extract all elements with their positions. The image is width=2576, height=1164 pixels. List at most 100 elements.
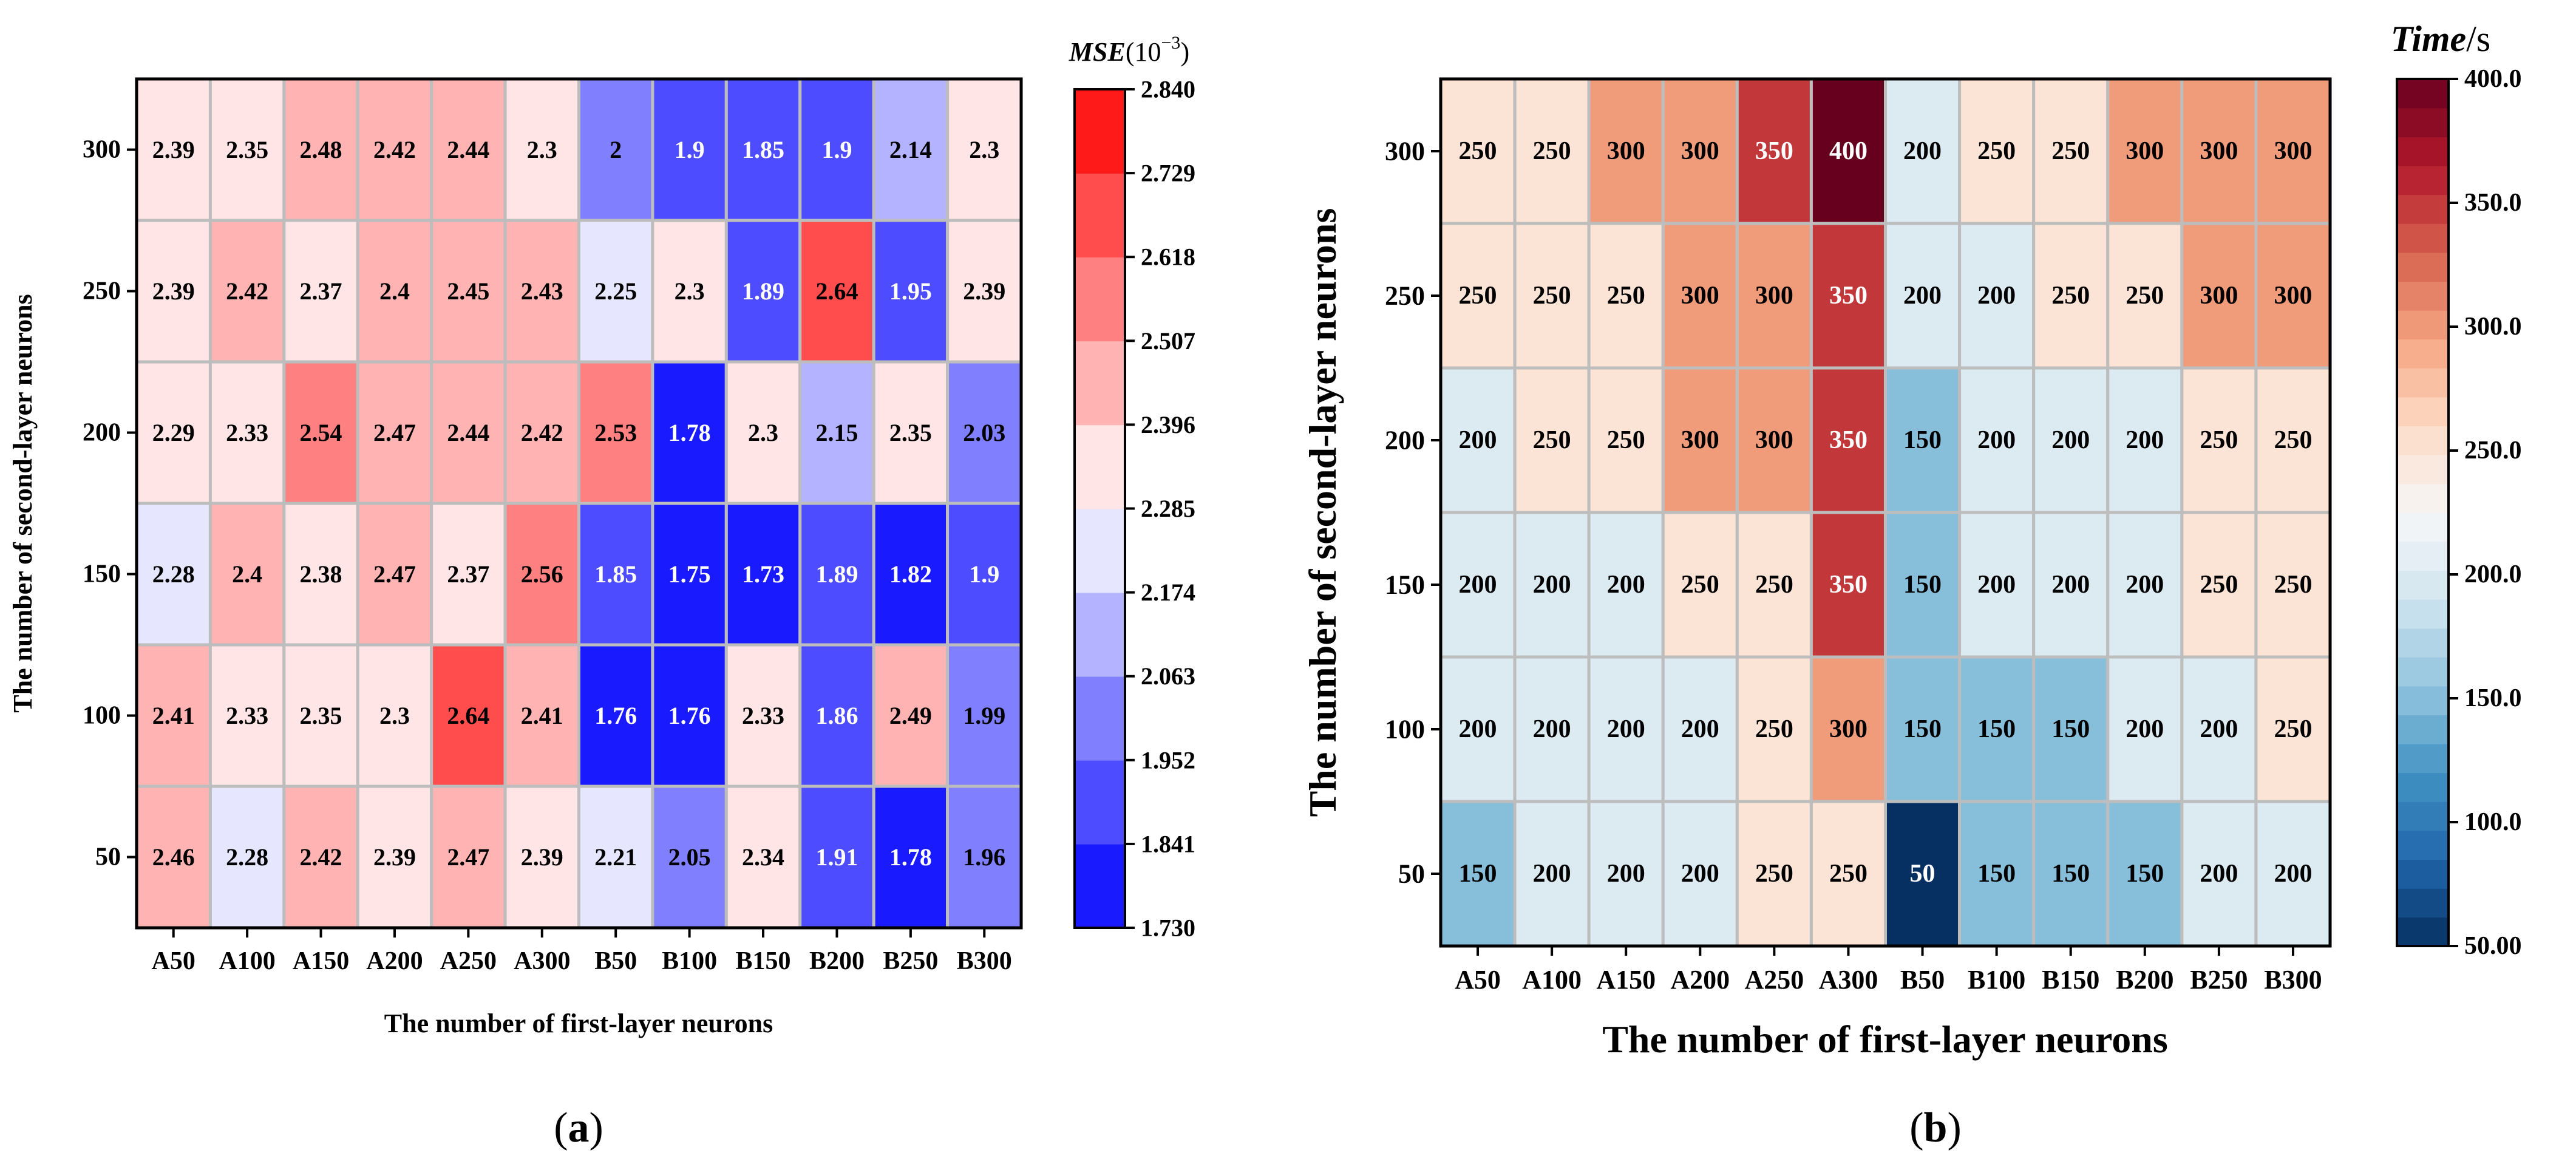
heatmap-cell-value: 350 [1829,282,1867,310]
heatmap-cell-value: 2.39 [373,843,416,871]
heatmap-cell [356,219,433,364]
colorbar-segment [2397,570,2449,600]
heatmap-cell [798,77,875,222]
heatmap-cell-value: 1.95 [889,277,932,305]
colorbar-segment [1075,173,1125,257]
panel-a-caption-close: ) [590,1104,603,1151]
heatmap-cell-value: 2.33 [742,702,784,729]
mse-heatmap-ticks: A50 A100 A150 A200 A250 A300 B50 B100 B150 B200 B2… [83,136,1012,976]
y-tick-label: 250 [1385,281,1425,311]
y-tick-label: 250 [83,277,121,305]
y-tick-label: 200 [1385,426,1425,455]
time-heatmap-frame [1439,77,2332,948]
heatmap-cell-value: 200 [2126,715,2164,743]
time-heatmap-cells: 250 250 300 300 350 400 200 250 250 300 300 300 250 2… [1439,77,2332,948]
heatmap-cell-value: 2.21 [594,843,637,871]
heatmap-cell-value: 2.37 [300,277,342,305]
colorbar-segment [2397,599,2449,629]
colorbar-tick-label: 2.174 [1141,579,1195,606]
heatmap-cell-value: 200 [1459,715,1497,743]
heatmap-cell [2032,511,2110,659]
colorbar-segment [2397,512,2449,542]
heatmap-cell [1809,511,1888,659]
heatmap-cell [651,643,728,788]
heatmap-cell-value: 300 [1607,137,1645,165]
x-tick-label: A50 [1455,965,1501,995]
heatmap-cell-value: 2.33 [226,419,268,446]
heatmap-cell [1439,800,1517,948]
mse-colorbar-title-close: ) [1180,37,1189,67]
x-tick-label: B50 [1900,965,1945,995]
colorbar-segment [1075,89,1125,174]
colorbar-tick-label: 350.0 [2464,189,2522,217]
heatmap-cell [282,360,359,505]
heatmap-cell [430,360,507,505]
heatmap-cell-value: 1.78 [668,419,711,446]
heatmap-cell-value: 50 [1910,860,1935,888]
x-tick-label: A250 [1744,965,1804,995]
colorbar-segment [2397,686,2449,715]
heatmap-cell [946,502,1023,647]
colorbar-segment [2397,107,2449,137]
x-tick-label: B150 [736,947,791,975]
heatmap-cell-value: 2.54 [300,419,342,446]
heatmap-cell-value: 150 [2126,860,2164,888]
heatmap-cell-value: 200 [1607,860,1645,888]
heatmap-cell-value: 250 [1829,860,1867,888]
colorbar-segment [2397,137,2449,166]
heatmap-cell-value: 2.56 [521,560,563,588]
heatmap-cell-value: 150 [1903,426,1942,454]
x-tick-label: A100 [1522,965,1582,995]
heatmap-cell-value: 200 [2051,426,2090,454]
colorbar-segment [2397,165,2449,196]
heatmap-cell-value: 250 [2051,282,2090,310]
heatmap-cell-value: 2.35 [300,702,342,729]
colorbar-tick-label: 400.0 [2464,65,2522,93]
heatmap-cell-value: 2.44 [447,136,489,163]
heatmap-cell-value: 2.47 [373,560,416,588]
colorbar-tick-label: 100.0 [2464,808,2522,836]
mse-colorbar-title-exponent: −3 [1161,33,1181,53]
heatmap-cell-value: 150 [2051,715,2090,743]
heatmap-cell-value: 250 [1533,426,1571,454]
colorbar-segment [2397,339,2449,369]
x-tick-label: B100 [662,947,717,975]
colorbar-segment [2397,310,2449,340]
panel-b-caption-letter: b [1924,1104,1948,1151]
colorbar-segment [2397,772,2449,802]
heatmap-cell-value: 150 [1903,571,1942,599]
heatmap-cell-value: 200 [1977,282,2016,310]
heatmap-cell-value: 1.89 [742,277,784,305]
heatmap-cell [724,219,802,364]
heatmap-cell-value: 2.44 [447,419,489,446]
colorbar-tick-label: 2.285 [1141,495,1195,522]
heatmap-cell [1587,511,1665,659]
heatmap-cell [2106,800,2184,948]
heatmap-cell-value: 2.43 [521,277,563,305]
panel-b-caption-open: ( [1909,1104,1923,1151]
colorbar-segment [2397,397,2449,426]
heatmap-cell-value: 2.49 [889,702,932,729]
colorbar-segment [2397,743,2449,774]
colorbar-tick-label: 1.730 [1141,914,1195,942]
time-heatmap-ticks: A50 A100 A150 A200 A250 A300 B50 B100 B150 B200 B2… [1385,137,2322,995]
heatmap-cell-value: 2.15 [815,419,858,446]
heatmap-cell [2032,655,2110,803]
heatmap-cell-value: 300 [2200,137,2238,165]
heatmap-cell-value: 2.28 [152,560,195,588]
x-tick-label: B100 [1968,965,2025,995]
heatmap-cell [503,785,580,930]
colorbar-segment [2397,888,2449,918]
panel-a-caption: (a) [554,1104,603,1151]
heatmap-cell-value: 2.38 [300,560,342,588]
heatmap-cell [430,219,507,364]
heatmap-cell [503,643,580,788]
heatmap-cell-value: 2.39 [152,136,195,163]
heatmap-cell [651,785,728,930]
heatmap-cell [135,643,212,788]
mse-x-axis-label: The number of first-layer neurons [384,1009,773,1038]
mse-heatmap-frame [135,77,1023,930]
colorbar-segment [1075,843,1125,928]
heatmap-cell [1513,222,1591,370]
heatmap-cell-value: 250 [2274,715,2312,743]
